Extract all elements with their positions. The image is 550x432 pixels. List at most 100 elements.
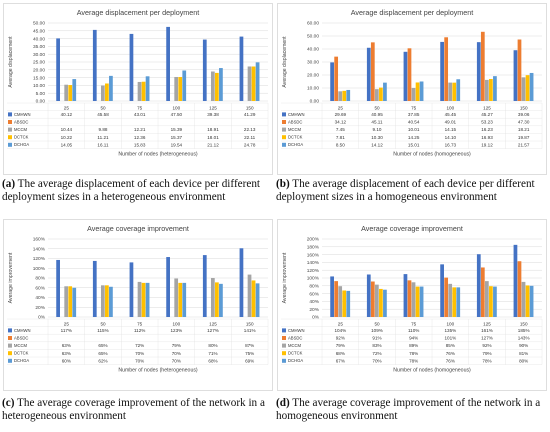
x-axis-label: Number of nodes (heterogeneous): [118, 152, 198, 158]
bar: [215, 72, 219, 101]
data-label: 101%: [444, 336, 456, 341]
legend-swatch: [8, 358, 12, 363]
y-tick-label: 30.00: [33, 52, 45, 58]
data-label: 39.38: [207, 112, 219, 117]
data-label: 37.85: [408, 112, 420, 117]
bar: [72, 287, 77, 317]
data-label: 141%: [244, 328, 256, 333]
bar: [92, 29, 97, 101]
legend-swatch: [282, 112, 286, 117]
bar: [411, 87, 416, 101]
data-label: 135%: [444, 328, 456, 333]
data-label: 65%: [98, 351, 107, 356]
legend-label: MCCM: [288, 343, 302, 348]
bar: [379, 87, 383, 101]
legend-swatch: [282, 120, 286, 124]
data-label: 22.13: [244, 127, 256, 132]
bar: [174, 278, 179, 317]
data-label: 70%: [135, 351, 144, 356]
bar: [440, 41, 444, 101]
chart-d: Average coverage improvement Average impr…: [277, 219, 547, 391]
bar: [145, 76, 150, 101]
data-label: 7.45: [336, 127, 345, 132]
legend-swatch: [282, 336, 286, 340]
bar: [448, 283, 453, 317]
bar: [452, 287, 457, 317]
legend-swatch: [8, 343, 12, 348]
bar: [215, 282, 219, 317]
y-tick-label: 180%: [307, 245, 320, 251]
bar: [444, 277, 449, 317]
y-tick-label: 160%: [307, 252, 320, 258]
caption-a-label: (a): [2, 178, 16, 190]
bar: [383, 289, 387, 317]
bar: [342, 290, 347, 317]
data-label: 78%: [482, 358, 491, 363]
bar: [476, 254, 481, 317]
bar: [338, 286, 343, 317]
legend-swatch: [8, 127, 12, 132]
bar: [255, 283, 260, 317]
y-tick-label: 0.00: [36, 99, 46, 105]
legend-label: CMHWN: [14, 328, 31, 333]
data-label: 90%: [519, 343, 528, 348]
data-label: 85%: [446, 343, 455, 348]
caption-b-text: The average displacement of each device …: [276, 178, 535, 203]
bar: [239, 248, 244, 317]
data-label: 34.12: [335, 120, 347, 125]
bar: [529, 72, 534, 101]
x-category-label: 125: [483, 322, 491, 327]
x-category-label: 125: [483, 106, 491, 111]
caption-d: (d) The average coverage improvement of …: [276, 397, 548, 422]
legend-swatch: [282, 343, 286, 348]
data-label: 68%: [336, 351, 345, 356]
data-label: 16.23: [481, 127, 493, 132]
data-label: 11.21: [97, 135, 109, 140]
bar: [239, 36, 244, 101]
chart-title: Average displacement per deployment: [77, 8, 200, 17]
data-label: 72%: [372, 351, 381, 356]
bar: [251, 280, 256, 317]
y-tick-label: 15.00: [33, 75, 45, 81]
data-label: 19.12: [481, 142, 493, 147]
data-label: 127%: [207, 328, 219, 333]
chart-b: Average displacement per deployment Avera…: [277, 3, 547, 175]
legend-label: ABSDC: [14, 335, 28, 340]
legend-swatch: [282, 127, 286, 132]
bar: [109, 75, 113, 101]
y-tick-label: 25.00: [33, 60, 45, 66]
y-tick-label: 80%: [35, 276, 45, 282]
bar: [56, 259, 60, 317]
data-label: 40.95: [371, 112, 383, 117]
legend-label: DCTCK: [14, 351, 29, 356]
y-tick-label: 10.00: [307, 86, 319, 92]
bar: [419, 286, 424, 317]
caption-d-label: (d): [276, 397, 290, 409]
y-tick-label: 120%: [33, 256, 46, 262]
bar: [415, 286, 420, 317]
y-tick-label: 0.00: [310, 99, 320, 105]
bar: [255, 62, 260, 101]
data-label: 49.01: [445, 120, 457, 125]
bar: [338, 91, 343, 101]
x-category-label: 100: [446, 106, 454, 111]
data-label: 117%: [61, 328, 72, 333]
bar: [210, 71, 215, 101]
bar: [72, 79, 77, 101]
bar: [182, 70, 187, 101]
bar: [374, 89, 379, 101]
bar: [100, 85, 105, 101]
y-tick-label: 50.00: [33, 21, 45, 27]
legend-swatch: [282, 351, 286, 356]
bar: [366, 274, 371, 317]
bar: [178, 77, 183, 101]
bar: [64, 84, 69, 101]
data-label: 45.11: [371, 120, 383, 125]
data-label: 18.91: [207, 127, 219, 132]
bar: [247, 66, 252, 101]
bar: [137, 281, 142, 317]
bar: [419, 81, 424, 101]
x-category-label: 150: [520, 322, 528, 327]
bar: [517, 261, 522, 317]
data-label: 69%: [245, 358, 254, 363]
